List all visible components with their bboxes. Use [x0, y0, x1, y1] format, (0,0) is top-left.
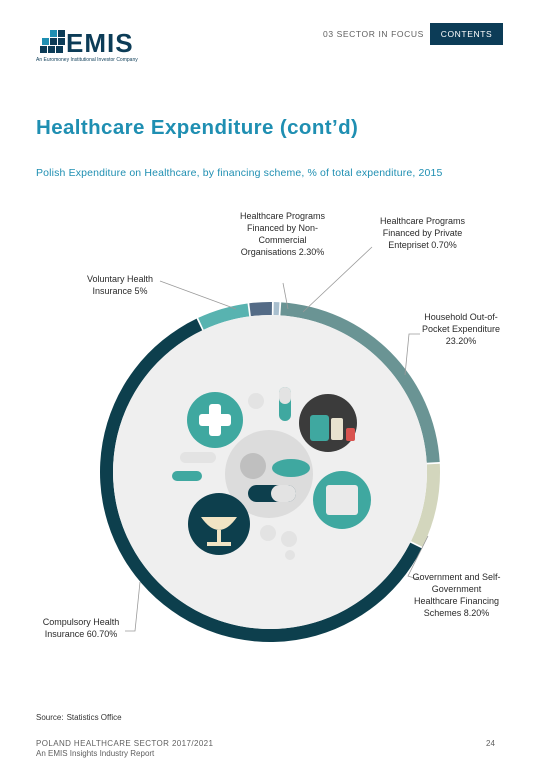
label-voluntary: Voluntary Health Insurance 5%	[86, 274, 154, 296]
logo-square	[58, 38, 65, 45]
bowl-base	[207, 542, 231, 546]
donut-slice-2	[273, 302, 280, 316]
logo-square	[42, 38, 49, 45]
leader-line-voluntary	[159, 280, 237, 310]
donut-slice-6	[198, 303, 250, 330]
label-government: Government and Self-Government Healthcar…	[412, 572, 501, 618]
leader-line-household	[404, 333, 420, 376]
capsule-icon	[172, 471, 202, 481]
logo-square	[48, 46, 55, 53]
bottle-icon	[346, 428, 355, 441]
pill-icon	[285, 550, 295, 560]
section-label[interactable]: 03 SECTOR IN FOCUS	[323, 29, 424, 39]
capsule-icon	[180, 452, 216, 463]
first-aid-cross	[199, 414, 231, 426]
capsule-icon	[279, 387, 291, 404]
logo-square	[50, 38, 57, 45]
donut-slice-3	[280, 302, 440, 463]
bottle-icon	[310, 415, 329, 441]
leader-line-compulsory	[125, 581, 141, 632]
label-private: Healthcare Programs Financed by Private …	[379, 216, 466, 250]
donut-slice-4	[410, 463, 440, 547]
donut-slice-1	[249, 302, 272, 317]
bowl-icon	[201, 517, 237, 530]
logo-square	[56, 46, 63, 53]
label-compulsory: Compulsory Health Insurance 60.70%	[42, 617, 120, 639]
bottle-icon	[331, 418, 343, 440]
emis-logo[interactable]: EMIS An Euromoney Institutional Investor…	[36, 28, 146, 68]
pill-icon	[260, 525, 276, 541]
footer-report-subtitle: An EMIS Insights Industry Report	[36, 749, 155, 758]
pill-icon	[272, 459, 310, 477]
chart-title: Polish Expenditure on Healthcare, by fin…	[36, 167, 443, 179]
pill-icon	[248, 393, 264, 409]
logo-tagline: An Euromoney Institutional Investor Comp…	[36, 57, 138, 63]
pill-icon	[281, 531, 297, 547]
pill-icon	[240, 453, 266, 479]
source-label: Source:	[36, 713, 64, 722]
leader-line-government	[407, 535, 429, 581]
logo-text: EMIS	[66, 28, 134, 58]
leader-line-private	[302, 246, 373, 313]
bowl-stem	[217, 530, 221, 543]
pharmacy-illustration	[172, 387, 371, 560]
logo-square	[50, 30, 57, 37]
logo-square	[58, 30, 65, 37]
source-note: Source: Statistics Office	[36, 713, 122, 722]
footer-report-title: POLAND HEALTHCARE SECTOR 2017/2021	[36, 739, 214, 748]
leader-line-non-commercial	[282, 282, 289, 310]
blister-pack	[326, 485, 358, 515]
contents-button[interactable]: CONTENTS	[430, 23, 503, 45]
logo-square	[40, 46, 47, 53]
source-value: Statistics Office	[66, 713, 122, 722]
page-number: 24	[486, 739, 495, 748]
label-non-commercial: Healthcare Programs Financed by Non-Comm…	[239, 211, 326, 257]
label-household: Household Out-of-Pocket Expenditure 23.2…	[421, 312, 501, 346]
leader-lines	[125, 246, 429, 632]
capsule-icon	[271, 485, 296, 502]
page-title: Healthcare Expenditure (cont’d)	[36, 116, 359, 139]
